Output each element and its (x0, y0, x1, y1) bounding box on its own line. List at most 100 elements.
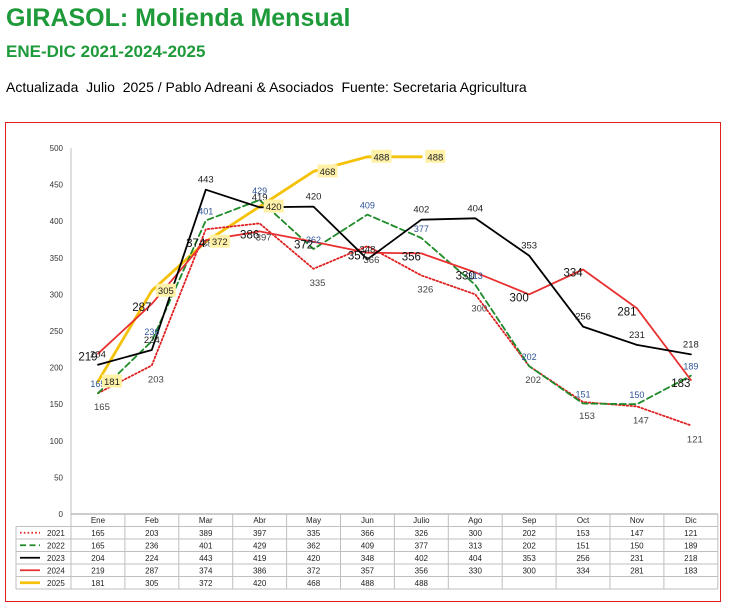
table-cell: 181 (91, 579, 105, 588)
table-cell: 231 (630, 554, 644, 563)
data-label-2022: 189 (683, 362, 698, 372)
table-cell: 218 (684, 554, 698, 563)
table-cell: 330 (469, 566, 483, 575)
y-tick-label: 350 (50, 254, 64, 263)
table-cell: 150 (630, 541, 644, 550)
series-line-2024 (97, 230, 692, 381)
data-label-2024: 374 (186, 238, 206, 250)
data-label-2021: 165 (94, 402, 110, 413)
data-label-2025: 488 (374, 152, 390, 163)
table-cell: 357 (361, 566, 375, 575)
data-label-2025: 181 (104, 377, 120, 388)
table-cell: 202 (522, 541, 536, 550)
data-label-2023: 353 (521, 241, 537, 252)
table-cell: 287 (145, 566, 159, 575)
table-cell: 219 (91, 566, 105, 575)
table-cell: 356 (415, 566, 429, 575)
table-cell: 121 (684, 529, 698, 538)
table-cell: 202 (522, 529, 536, 538)
legend-label-2021: 2021 (47, 529, 65, 538)
table-cell: 300 (469, 529, 483, 538)
table-cell: 334 (576, 566, 590, 575)
data-label-2022: 362 (306, 235, 321, 245)
y-tick-label: 100 (50, 437, 64, 446)
y-tick-label: 150 (50, 400, 64, 409)
table-cell: 372 (199, 579, 213, 588)
data-label-bg (371, 149, 392, 163)
table-cell: 335 (307, 529, 321, 538)
page-subtitle: ENE-DIC 2021-2024-2025 (6, 42, 206, 61)
data-label-2024: 334 (563, 268, 583, 280)
data-label-2022: 202 (522, 352, 537, 362)
table-cell: 203 (145, 529, 159, 538)
table-cell: 353 (522, 554, 536, 563)
series-line-2023 (97, 188, 692, 366)
table-cell: 165 (91, 529, 105, 538)
table-cell: 204 (91, 554, 105, 563)
data-label-bg (425, 149, 446, 163)
update-note: Actualizada Julio 2025 / Pablo Adreani &… (6, 79, 527, 95)
y-tick-label: 300 (50, 290, 64, 299)
x-tick-label: Julio (413, 516, 430, 525)
data-label-2021: 202 (525, 375, 541, 386)
table-cell: 305 (145, 579, 159, 588)
data-label-2024: 219 (78, 352, 97, 364)
x-tick-label: Feb (145, 516, 159, 525)
table-cell: 153 (576, 529, 590, 538)
table-cell: 183 (684, 566, 698, 575)
table-cell: 420 (253, 579, 267, 588)
y-tick-label: 500 (50, 144, 64, 153)
table-cell: 401 (199, 541, 213, 550)
x-tick-label: Jun (361, 516, 374, 525)
data-label-2023: 256 (575, 312, 591, 323)
y-tick-label: 250 (50, 327, 64, 336)
data-label-2024: 281 (617, 306, 636, 318)
table-cell: 372 (307, 566, 321, 575)
data-label-2023: 402 (413, 205, 429, 216)
data-label-2025: 488 (427, 152, 443, 163)
table-cell: 256 (576, 554, 590, 563)
table-cell: 366 (361, 529, 375, 538)
data-label-2024: 287 (132, 302, 151, 314)
y-tick-label: 50 (54, 473, 63, 482)
x-tick-label: Ago (468, 516, 483, 525)
data-label-2024: 183 (671, 378, 690, 390)
data-label-2022: 429 (252, 186, 267, 196)
table-cell: 362 (307, 541, 321, 550)
data-label-2021: 121 (687, 434, 703, 445)
table-cell: 443 (199, 554, 213, 563)
table-cell: 429 (253, 541, 267, 550)
table-cell: 397 (253, 529, 267, 538)
y-tick-label: 450 (50, 181, 64, 190)
data-label-2022: 165 (90, 379, 105, 389)
x-tick-label: Dic (685, 516, 697, 525)
data-label-2024: 386 (240, 229, 259, 241)
x-tick-label: Mar (199, 516, 213, 525)
data-label-bg (155, 283, 176, 297)
table-cell: 165 (91, 541, 105, 550)
data-label-2021: 300 (471, 303, 487, 314)
y-tick-label: 0 (59, 510, 64, 519)
data-label-2021: 397 (256, 232, 272, 243)
table-cell: 420 (307, 554, 321, 563)
table-cell: 374 (199, 566, 213, 575)
data-label-2022: 150 (629, 390, 644, 400)
data-label-2021: 203 (148, 374, 164, 385)
legend-label-2025: 2025 (47, 579, 65, 588)
data-label-2022: 401 (198, 206, 213, 216)
data-label-2023: 348 (360, 244, 376, 255)
data-label-2023: 419 (252, 192, 268, 203)
data-label-bg (263, 199, 284, 213)
legend-label-2022: 2022 (47, 541, 65, 550)
data-label-2023: 218 (683, 339, 699, 350)
table-cell: 377 (415, 541, 429, 550)
table-cell: 386 (253, 566, 267, 575)
data-label-2024: 357 (348, 251, 367, 263)
table-cell: 402 (415, 554, 429, 563)
data-label-2021: 153 (579, 411, 595, 422)
data-label-2023: 443 (198, 175, 214, 186)
data-label-2025: 468 (320, 167, 336, 178)
data-label-2023: 204 (90, 350, 106, 361)
data-label-2024: 330 (456, 270, 475, 282)
